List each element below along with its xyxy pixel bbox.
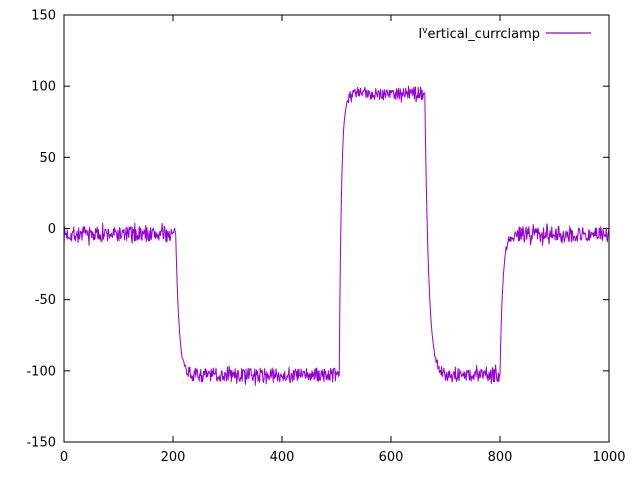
- y-tick-label: 150: [31, 9, 56, 24]
- waveform-series: [63, 85, 610, 386]
- legend-label-superscript: v: [422, 26, 428, 36]
- legend: Ivertical_currclamp: [418, 26, 591, 42]
- y-tick-label: 50: [39, 151, 56, 166]
- y-tick-label: -150: [26, 436, 56, 451]
- legend-label-prefix: I: [418, 27, 422, 42]
- plot-border: [63, 14, 610, 443]
- x-tick-label: 800: [488, 450, 513, 465]
- x-tick-label: 0: [60, 450, 68, 465]
- waveform-path: [63, 85, 610, 386]
- y-tick-label: 100: [31, 80, 56, 95]
- legend-label-rest: ertical_currclamp: [428, 27, 540, 42]
- x-tick-label: 200: [161, 450, 186, 465]
- y-tick-label: -50: [35, 293, 56, 308]
- legend-label: Ivertical_currclamp: [418, 26, 540, 42]
- y-tick-label: -100: [26, 364, 56, 379]
- x-axis-ticks: 0 200 400 600 800 1000: [60, 15, 626, 465]
- x-tick-label: 1000: [592, 450, 625, 465]
- x-tick-label: 600: [379, 450, 404, 465]
- x-tick-label: 400: [270, 450, 295, 465]
- y-tick-label: 0: [48, 222, 56, 237]
